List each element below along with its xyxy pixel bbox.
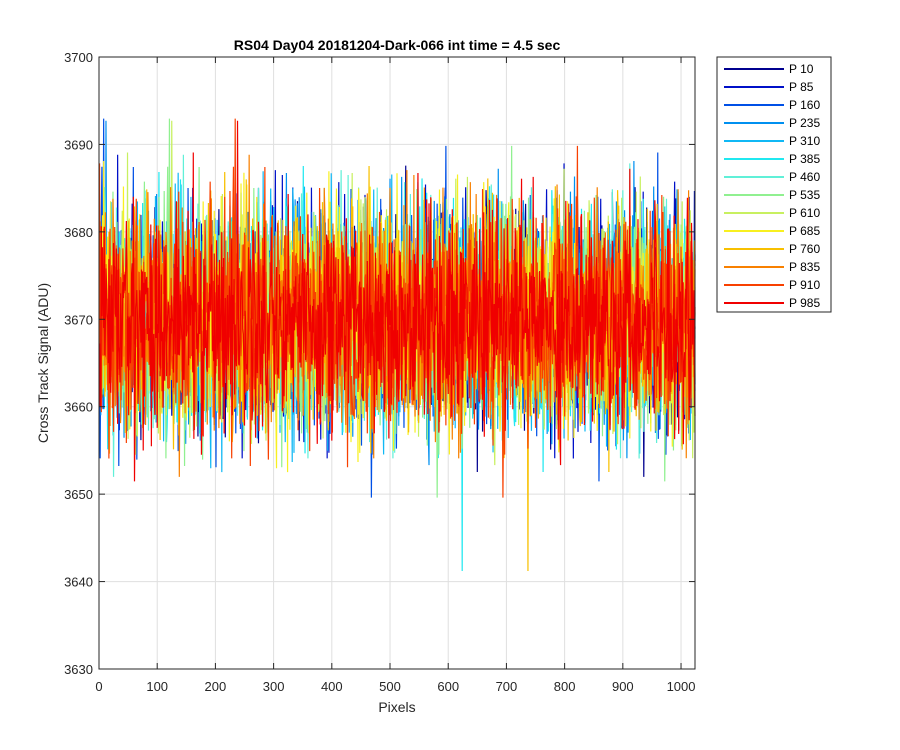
x-tick-label: 0 — [95, 679, 102, 694]
legend-label: P 985 — [789, 296, 820, 310]
x-tick-label: 600 — [437, 679, 459, 694]
x-tick-label: 100 — [146, 679, 168, 694]
y-tick-label: 3630 — [64, 662, 93, 677]
x-tick-label: 800 — [554, 679, 576, 694]
legend-label: P 835 — [789, 260, 820, 274]
y-tick-label: 3700 — [64, 50, 93, 65]
legend-label: P 685 — [789, 224, 820, 238]
x-tick-label: 200 — [205, 679, 227, 694]
x-tick-label: 400 — [321, 679, 343, 694]
series-lines — [98, 118, 696, 571]
x-tick-label: 500 — [379, 679, 401, 694]
x-tick-labels: 0 100 200 300 400 500 600 700 800 900 1000 — [95, 679, 695, 694]
plot-area — [98, 56, 696, 670]
y-tick-labels: 3630 3640 3650 3660 3670 3680 3690 3700 — [64, 50, 93, 677]
x-tick-label: 700 — [496, 679, 518, 694]
legend-label: P 760 — [789, 242, 820, 256]
y-tick-label: 3670 — [64, 312, 93, 327]
x-tick-label: 1000 — [667, 679, 696, 694]
legend-box — [716, 56, 832, 313]
x-axis-label: Pixels — [378, 699, 415, 715]
y-tick-label: 3690 — [64, 137, 93, 152]
x-tick-label: 300 — [263, 679, 285, 694]
legend-label: P 10 — [789, 62, 814, 76]
x-tick-label: 900 — [612, 679, 634, 694]
y-axis-label: Cross Track Signal (ADU) — [35, 283, 51, 443]
legend-label: P 85 — [789, 80, 814, 94]
plot-frame — [98, 56, 696, 670]
y-tick-label: 3660 — [64, 400, 93, 415]
legend-label: P 160 — [789, 98, 820, 112]
y-tick-label: 3650 — [64, 487, 93, 502]
legend-label: P 460 — [789, 170, 820, 184]
chart-title: RS04 Day04 20181204-Dark-066 int time = … — [234, 37, 561, 53]
legend-label: P 235 — [789, 116, 820, 130]
series-line-p985 — [98, 120, 696, 482]
y-tick-label: 3680 — [64, 225, 93, 240]
legend-items: P 10 P 85 P 160 P 235 P 310 P 385 P 460 P 535 P … — [724, 62, 820, 310]
legend-label: P 535 — [789, 188, 820, 202]
y-tick-label: 3640 — [64, 575, 93, 590]
legend: P 10 P 85 P 160 P 235 P 310 P 385 P 460 P 535 P … — [716, 56, 832, 313]
legend-label: P 610 — [789, 206, 820, 220]
axis-ticks — [98, 56, 695, 670]
legend-label: P 910 — [789, 278, 820, 292]
legend-label: P 385 — [789, 152, 820, 166]
legend-label: P 310 — [789, 134, 820, 148]
